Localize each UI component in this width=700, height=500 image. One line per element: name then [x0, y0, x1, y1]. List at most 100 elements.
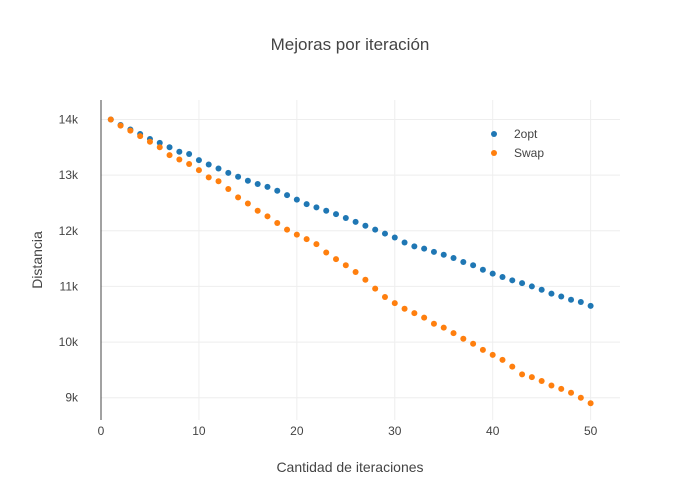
data-point[interactable]: [479, 346, 486, 353]
data-point[interactable]: [323, 207, 330, 214]
data-point[interactable]: [587, 302, 594, 309]
data-point[interactable]: [401, 239, 408, 246]
data-point[interactable]: [205, 174, 212, 181]
data-point[interactable]: [577, 299, 584, 306]
data-point[interactable]: [117, 122, 124, 129]
data-point[interactable]: [528, 283, 535, 290]
data-point[interactable]: [470, 262, 477, 269]
data-point[interactable]: [186, 150, 193, 157]
data-point[interactable]: [195, 157, 202, 164]
data-point[interactable]: [254, 181, 261, 188]
data-point[interactable]: [225, 186, 232, 193]
data-point[interactable]: [411, 243, 418, 250]
data-point[interactable]: [538, 286, 545, 293]
data-point[interactable]: [411, 310, 418, 317]
data-point[interactable]: [430, 320, 437, 327]
data-point[interactable]: [538, 378, 545, 385]
data-point[interactable]: [186, 161, 193, 167]
data-point[interactable]: [127, 127, 134, 134]
data-point[interactable]: [558, 293, 565, 300]
data-point[interactable]: [352, 218, 359, 225]
data-point[interactable]: [421, 314, 428, 321]
data-point[interactable]: [401, 305, 408, 312]
data-point[interactable]: [372, 285, 379, 292]
data-point[interactable]: [244, 177, 251, 184]
data-point[interactable]: [264, 183, 271, 190]
data-point[interactable]: [342, 214, 349, 221]
data-point[interactable]: [323, 249, 330, 256]
data-point[interactable]: [137, 133, 144, 140]
data-point[interactable]: [225, 169, 232, 176]
data-point[interactable]: [235, 173, 242, 180]
data-point[interactable]: [303, 201, 310, 208]
data-point[interactable]: [587, 400, 594, 407]
data-point[interactable]: [381, 230, 388, 237]
data-point[interactable]: [195, 167, 202, 174]
data-point[interactable]: [479, 266, 486, 273]
data-point[interactable]: [176, 156, 183, 163]
x-tick-label: 50: [584, 424, 598, 438]
legend-item-swap[interactable]: Swap: [491, 146, 544, 160]
data-point[interactable]: [509, 363, 516, 370]
data-point[interactable]: [284, 192, 291, 199]
data-point[interactable]: [558, 385, 565, 392]
data-point[interactable]: [421, 245, 428, 252]
data-point[interactable]: [391, 300, 398, 307]
data-point[interactable]: [391, 234, 398, 241]
data-point[interactable]: [156, 144, 163, 151]
legend[interactable]: 2opt Swap: [491, 127, 544, 160]
data-point[interactable]: [166, 144, 173, 151]
data-point[interactable]: [568, 389, 575, 396]
data-point[interactable]: [372, 226, 379, 233]
data-point[interactable]: [313, 204, 320, 211]
data-point[interactable]: [244, 200, 251, 207]
data-point[interactable]: [274, 187, 281, 194]
data-point[interactable]: [568, 296, 575, 303]
data-point[interactable]: [430, 248, 437, 255]
data-point[interactable]: [528, 374, 535, 381]
data-point[interactable]: [146, 138, 153, 145]
data-point[interactable]: [215, 165, 222, 172]
data-point[interactable]: [470, 340, 477, 347]
data-point[interactable]: [156, 139, 163, 146]
data-point[interactable]: [284, 226, 291, 233]
data-point[interactable]: [254, 207, 261, 214]
data-point[interactable]: [460, 335, 467, 342]
data-point[interactable]: [577, 394, 584, 401]
data-point[interactable]: [499, 356, 506, 363]
data-point[interactable]: [362, 222, 369, 229]
data-point[interactable]: [293, 231, 300, 238]
data-point[interactable]: [342, 262, 349, 269]
data-point[interactable]: [499, 273, 506, 280]
data-point[interactable]: [303, 236, 310, 243]
data-point[interactable]: [333, 256, 340, 263]
data-point[interactable]: [460, 258, 467, 265]
data-point[interactable]: [509, 277, 516, 284]
data-point[interactable]: [548, 382, 555, 389]
data-point[interactable]: [450, 255, 457, 262]
data-point[interactable]: [489, 351, 496, 358]
legend-item-2opt[interactable]: 2opt: [491, 127, 538, 141]
data-point[interactable]: [264, 213, 271, 220]
data-point[interactable]: [362, 276, 369, 283]
data-point[interactable]: [274, 219, 281, 226]
data-point[interactable]: [548, 290, 555, 297]
data-point[interactable]: [107, 116, 114, 123]
y-tick-label: 11k: [60, 279, 79, 293]
data-point[interactable]: [313, 241, 320, 248]
data-point[interactable]: [489, 270, 496, 277]
data-point[interactable]: [166, 152, 173, 159]
data-point[interactable]: [450, 330, 457, 337]
data-point[interactable]: [381, 294, 388, 301]
data-point[interactable]: [440, 324, 447, 331]
data-point[interactable]: [235, 194, 242, 201]
data-point[interactable]: [440, 251, 447, 258]
data-point[interactable]: [352, 268, 359, 275]
data-point[interactable]: [205, 161, 212, 168]
data-point[interactable]: [519, 371, 526, 378]
data-point[interactable]: [519, 280, 526, 287]
data-point[interactable]: [293, 196, 300, 203]
data-point[interactable]: [215, 178, 222, 185]
data-point[interactable]: [176, 148, 183, 155]
data-point[interactable]: [333, 211, 340, 218]
